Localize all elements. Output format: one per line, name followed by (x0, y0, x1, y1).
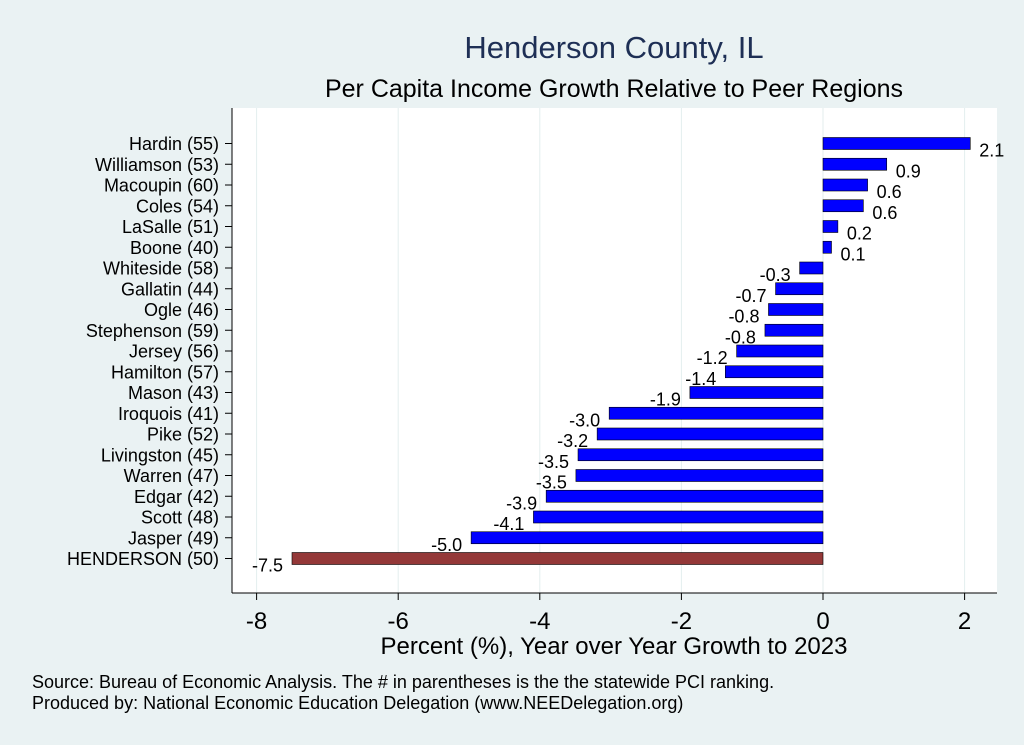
x-axis-ticks: -8 -6 -4 -2 0 2 (246, 593, 971, 635)
bars (291, 137, 971, 565)
value-label: -5.0 (431, 535, 462, 555)
value-label: -3.5 (536, 473, 567, 493)
bar (575, 469, 824, 482)
bar (822, 220, 839, 233)
category-label: Warren (47) (124, 466, 219, 486)
value-label: 0.2 (847, 224, 872, 244)
bar (822, 137, 971, 150)
bar (822, 240, 832, 254)
category-label: HENDERSON (50) (67, 549, 219, 569)
bar (764, 323, 824, 337)
category-label: Coles (54) (136, 196, 219, 216)
value-label: -0.8 (725, 327, 756, 347)
value-label: -3.5 (538, 452, 569, 472)
value-label: -4.1 (493, 514, 524, 534)
bar (533, 510, 824, 524)
value-label: -1.9 (650, 390, 681, 410)
chart-subtitle: Per Capita Income Growth Relative to Pee… (325, 75, 903, 103)
bar (822, 157, 888, 171)
value-label: 0.6 (877, 182, 902, 202)
gridlines (256, 108, 966, 593)
category-label: Williamson (53) (95, 155, 219, 175)
bar (470, 531, 824, 545)
bar (822, 178, 868, 192)
category-label: Stephenson (59) (86, 321, 219, 341)
bar (799, 261, 824, 275)
category-label: Jersey (56) (129, 342, 219, 362)
value-label: 0.9 (896, 161, 921, 181)
category-label: Boone (40) (130, 238, 219, 258)
x-tick-label: 0 (816, 608, 829, 635)
category-label: Mason (43) (128, 383, 219, 403)
bar (768, 303, 824, 316)
value-label: -3.0 (569, 410, 600, 430)
value-label: -0.7 (736, 286, 767, 306)
category-label: Jasper (49) (128, 528, 219, 548)
category-label: Whiteside (58) (103, 259, 219, 279)
category-label: Edgar (42) (134, 487, 219, 507)
value-label: -1.4 (685, 369, 716, 389)
value-label: -0.8 (728, 307, 759, 327)
bar (736, 344, 824, 358)
bar (775, 282, 824, 296)
category-label: Iroquois (41) (118, 404, 219, 424)
category-label: LaSalle (51) (122, 217, 219, 237)
category-label: Scott (48) (141, 508, 219, 528)
value-label: 0.1 (840, 244, 865, 264)
x-axis-label: Percent (%), Year over Year Growth to 20… (381, 633, 848, 660)
x-tick-label: -2 (671, 608, 692, 635)
value-label: -3.2 (557, 431, 588, 451)
source-note: Source: Bureau of Economic Analysis. The… (32, 672, 774, 692)
chart-title: Henderson County, IL (464, 30, 763, 65)
x-tick-label: -8 (246, 608, 267, 635)
value-label: -7.5 (252, 556, 283, 576)
bar (545, 489, 824, 503)
producer-note: Produced by: National Economic Education… (32, 693, 683, 713)
category-labels: Hardin (55)Williamson (53)Macoupin (60)C… (67, 134, 232, 569)
bar (577, 448, 824, 462)
bar (724, 365, 824, 379)
category-label: Macoupin (60) (104, 176, 219, 196)
category-label: Livingston (45) (101, 445, 219, 465)
bar (608, 406, 824, 420)
category-label: Hardin (55) (129, 134, 219, 154)
bar (596, 427, 824, 441)
value-labels: 2.10.90.60.60.20.1-0.3-0.7-0.8-0.8-1.2-1… (252, 141, 1004, 576)
category-label: Pike (52) (147, 425, 219, 445)
value-label: 0.6 (872, 203, 897, 223)
bar (689, 386, 824, 399)
x-tick-label: -6 (388, 608, 409, 635)
value-label: -0.3 (760, 265, 791, 285)
category-label: Gallatin (44) (121, 279, 219, 299)
x-tick-label: -4 (529, 608, 550, 635)
value-label: -3.9 (506, 493, 537, 513)
bar (822, 199, 864, 213)
category-label: Hamilton (57) (111, 362, 219, 382)
value-label: -1.2 (697, 348, 728, 368)
category-label: Ogle (46) (144, 300, 219, 320)
value-label: 2.1 (979, 141, 1004, 161)
x-tick-label: 2 (958, 608, 971, 635)
bar (291, 552, 824, 565)
